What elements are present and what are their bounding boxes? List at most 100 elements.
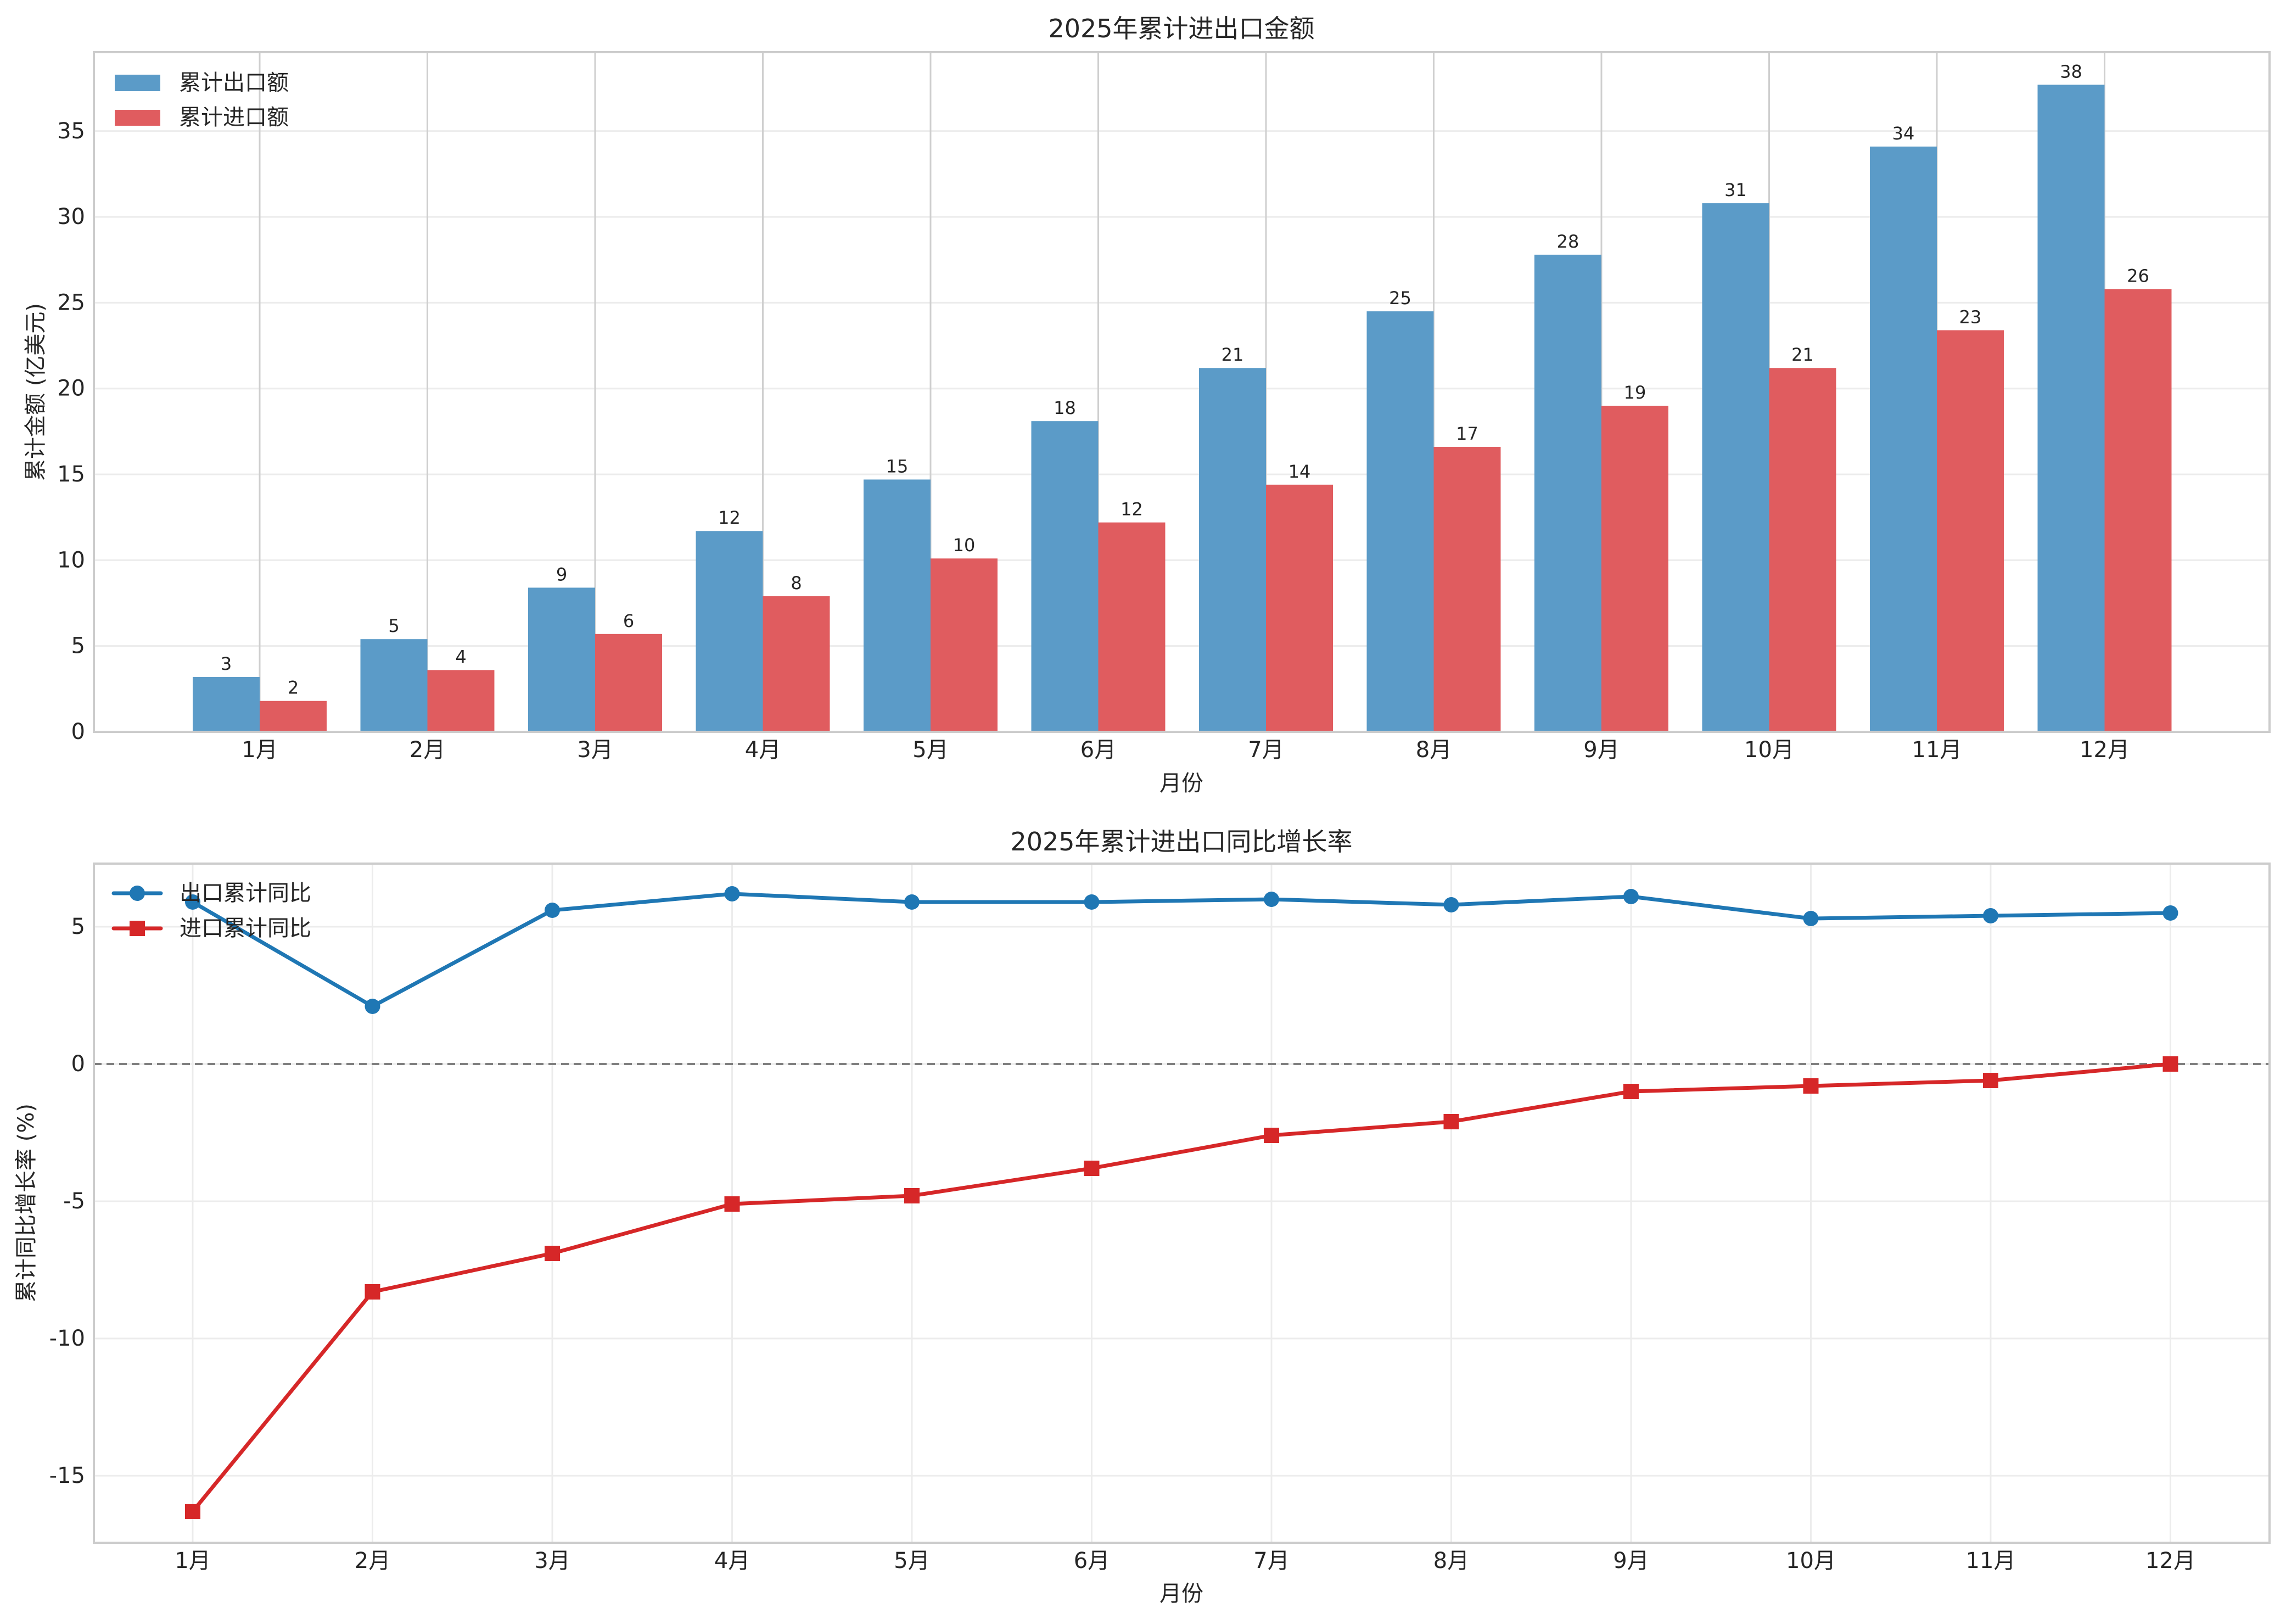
x-tick-label: 10月 xyxy=(1786,1548,1836,1573)
bar-export xyxy=(1702,203,1769,732)
y-axis-label: 累计金额 (亿美元) xyxy=(23,303,48,481)
grid xyxy=(94,864,2270,1543)
bar-value-label: 2 xyxy=(288,677,299,698)
legend-swatch-exports xyxy=(115,75,160,91)
bar-labels: 3 5 9 12 15 18 21 25 28 31 34 38 2 4 6 8 10 12 14 17 19 21 23 2… xyxy=(221,61,2149,698)
legend-item-import-yoy[interactable]: 进口累计同比 xyxy=(111,916,311,941)
bar-value-label: 12 xyxy=(1120,499,1143,520)
point-import-yoy xyxy=(1443,1114,1459,1129)
y-tick-label: 15 xyxy=(57,462,85,487)
bar-export xyxy=(1534,254,1601,732)
x-tick-labels: 1月 2月 3月 4月 5月 6月 7月 8月 9月 10月 11月 12月 xyxy=(242,737,2130,763)
point-import-yoy xyxy=(904,1188,920,1203)
yoy-growth-line-chart: 2025年累计进出口同比增长率 -15 -10 -5 0 5 1月 2月 3月 4月 5月 6月 7… xyxy=(14,827,2271,1606)
y-tick-label: 35 xyxy=(57,119,85,144)
bar-export xyxy=(528,587,595,732)
line-import-yoy xyxy=(191,1062,2171,1513)
bar-value-label: 19 xyxy=(1624,382,1646,403)
bar-export xyxy=(1366,311,1434,732)
x-tick-label: 6月 xyxy=(1080,737,1116,763)
point-import-yoy xyxy=(2162,1056,2178,1072)
point-export-yoy xyxy=(1443,897,1459,912)
x-tick-label: 4月 xyxy=(745,737,781,763)
bar-export xyxy=(864,479,931,732)
x-tick-label: 1月 xyxy=(242,737,277,763)
x-tick-labels: 1月 2月 3月 4月 5月 6月 7月 8月 9月 10月 11月 12月 xyxy=(175,1548,2195,1573)
bar-import xyxy=(1098,522,1166,732)
y-tick-label: -15 xyxy=(49,1463,85,1488)
x-tick-label: 6月 xyxy=(1074,1548,1110,1573)
chart-title: 2025年累计进出口金额 xyxy=(1048,14,1314,43)
y-tick-label: 5 xyxy=(71,914,85,939)
point-export-yoy xyxy=(365,999,380,1014)
x-tick-label: 8月 xyxy=(1433,1548,1469,1573)
x-tick-label: 8月 xyxy=(1416,737,1452,763)
x-axis-label: 月份 xyxy=(1159,1581,1203,1606)
x-tick-label: 10月 xyxy=(1744,737,1794,763)
bar-value-label: 21 xyxy=(1791,344,1814,365)
point-import-yoy xyxy=(545,1246,560,1261)
legend-item-exports[interactable]: 累计出口额 xyxy=(115,70,289,96)
bar-export xyxy=(360,639,428,732)
y-tick-labels: -15 -10 -5 0 5 xyxy=(49,914,85,1488)
bar-import xyxy=(260,701,327,732)
legend-item-imports[interactable]: 累计进口额 xyxy=(115,105,289,130)
bar-import xyxy=(1937,330,2004,732)
x-tick-label: 11月 xyxy=(1912,737,1962,763)
bar-value-label: 38 xyxy=(2060,61,2082,82)
y-tick-label: 0 xyxy=(71,1051,85,1077)
bar-import xyxy=(1266,484,1333,732)
bar-import xyxy=(931,558,998,732)
bar-value-label: 23 xyxy=(1959,306,1982,327)
point-export-yoy xyxy=(1803,911,1819,926)
y-tick-label: 20 xyxy=(57,376,85,401)
legend-marker-square-icon xyxy=(130,921,145,936)
point-import-yoy xyxy=(365,1284,380,1300)
point-import-yoy xyxy=(1803,1078,1819,1094)
x-tick-label: 3月 xyxy=(534,1548,570,1573)
point-export-yoy xyxy=(724,886,740,901)
bar-export xyxy=(2037,85,2105,732)
bar-value-label: 5 xyxy=(388,615,399,636)
y-axis-label: 累计同比增长率 (%) xyxy=(14,1104,39,1302)
legend-item-export-yoy[interactable]: 出口累计同比 xyxy=(111,881,311,906)
bar-import xyxy=(1601,406,1668,732)
x-tick-label: 2月 xyxy=(355,1548,390,1573)
legend-label-import-yoy: 进口累计同比 xyxy=(180,916,311,941)
bar-export xyxy=(1199,368,1266,732)
series-lines xyxy=(191,892,2171,1513)
bar-value-label: 34 xyxy=(1892,123,1915,144)
y-tick-labels: 0 5 10 15 20 25 30 35 xyxy=(57,119,85,744)
bar-value-label: 15 xyxy=(886,456,909,477)
point-export-yoy xyxy=(1983,908,1998,923)
x-tick-label: 2月 xyxy=(410,737,445,763)
axes-frame xyxy=(93,863,2271,1544)
bar-value-label: 21 xyxy=(1222,344,1244,365)
point-import-yoy xyxy=(1084,1161,1100,1176)
point-export-yoy xyxy=(185,894,200,910)
x-tick-label: 5月 xyxy=(894,1548,929,1573)
cumulative-amount-bar-chart: 2025年累计进出口金额 359121518212528313438246810… xyxy=(23,14,2271,796)
point-export-yoy xyxy=(2162,905,2178,921)
bar-value-label: 9 xyxy=(556,564,567,585)
y-tick-label: 5 xyxy=(71,634,85,659)
x-tick-label: 5月 xyxy=(912,737,948,763)
legend-label-exports: 累计出口额 xyxy=(179,70,289,96)
y-tick-label: 30 xyxy=(57,204,85,229)
bar-value-label: 10 xyxy=(953,535,976,556)
point-export-yoy xyxy=(1264,892,1279,907)
point-import-yoy xyxy=(724,1196,740,1212)
point-export-yoy xyxy=(1084,894,1100,910)
legend-swatch-imports xyxy=(115,110,160,126)
bar-value-label: 31 xyxy=(1724,180,1747,200)
legend-label-imports: 累计进口额 xyxy=(179,105,289,130)
point-import-yoy xyxy=(1983,1073,1998,1088)
bar-import xyxy=(595,634,662,732)
bar-import xyxy=(2104,289,2172,732)
x-tick-label: 7月 xyxy=(1253,1548,1289,1573)
legend: 出口累计同比 进口累计同比 xyxy=(111,881,311,941)
point-import-yoy xyxy=(1264,1128,1279,1143)
point-import-yoy xyxy=(1623,1084,1639,1099)
x-tick-label: 1月 xyxy=(175,1548,210,1573)
bar-value-label: 4 xyxy=(455,646,466,667)
